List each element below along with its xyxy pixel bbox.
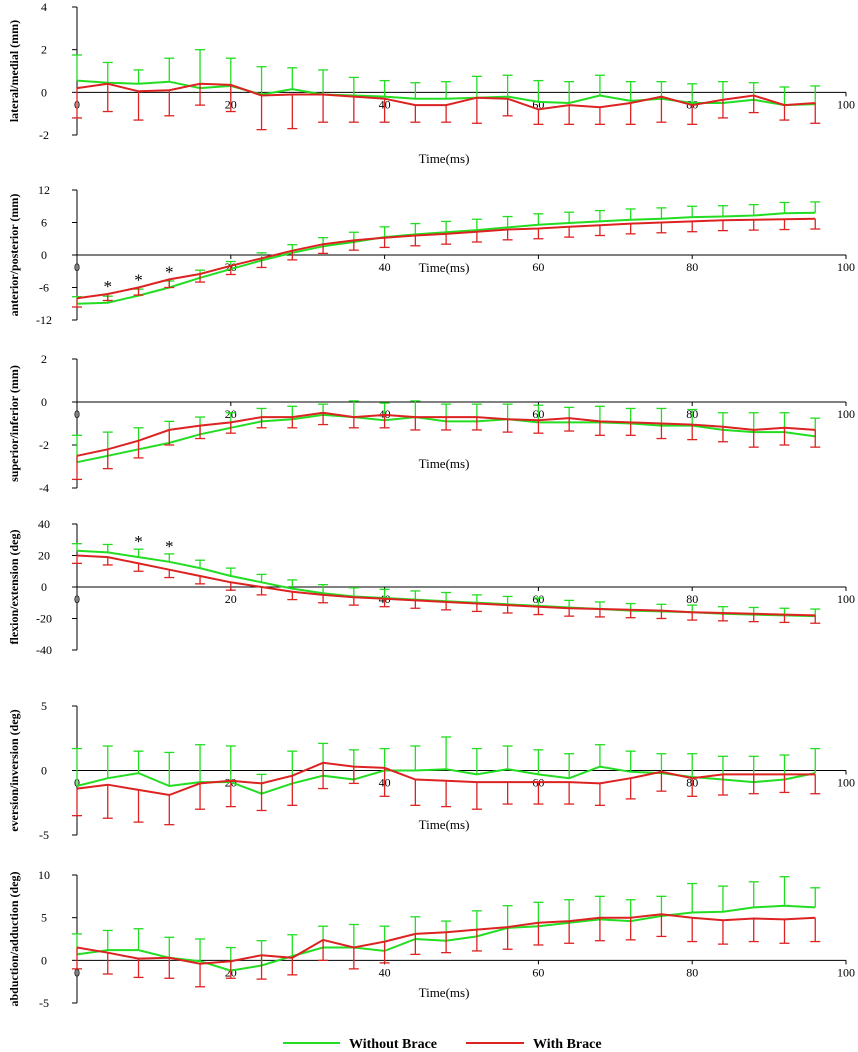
y-tick-label: -4 [39, 481, 49, 495]
significance-star: * [165, 262, 174, 281]
panels: 420-2020406080100Time(ms)lateral/medial … [7, 0, 855, 1010]
significance-star: * [104, 277, 113, 296]
y-tick-label: -5 [39, 996, 49, 1010]
x-tick-label: 0 [74, 592, 80, 606]
x-tick-label: 100 [837, 97, 855, 111]
legend-label-with-brace: With Brace [533, 1037, 602, 1052]
x-tick-label: 100 [837, 407, 855, 421]
y-tick-label: 5 [41, 699, 47, 713]
series-with-brace [72, 82, 821, 131]
x-axis-label: Time(ms) [419, 260, 470, 275]
significance-star: * [134, 532, 143, 551]
x-tick-label: 0 [74, 260, 80, 274]
x-tick-label: 60 [532, 965, 544, 979]
series-without-brace [72, 400, 821, 464]
panel-3: 20-2-40 20 40 60 80 100Time(ms)superior/infer… [7, 352, 855, 495]
y-tick-label: -6 [39, 281, 49, 295]
y-axis-label: lateral/medial (mm) [7, 20, 21, 122]
significance-star: * [165, 537, 174, 556]
x-tick-label: 0 [74, 965, 80, 979]
x-tick-label: 40 [379, 965, 391, 979]
series-with-brace [72, 411, 821, 481]
y-tick-label: 0 [41, 580, 47, 594]
y-tick-label: 6 [41, 216, 47, 230]
series-without-brace [72, 49, 821, 107]
x-tick-label: 100 [837, 592, 855, 606]
series-with-brace [72, 761, 821, 826]
x-tick-label: 80 [686, 965, 698, 979]
y-tick-label: -5 [39, 828, 49, 842]
x-tick-label: 0 [74, 407, 80, 421]
legend: Without Brace With Brace [283, 1037, 602, 1052]
panel-1: 420-2020406080100Time(ms)lateral/medial … [7, 0, 855, 166]
y-tick-label: 0 [41, 764, 47, 778]
y-tick-label: 5 [41, 911, 47, 925]
x-tick-label: 100 [837, 776, 855, 790]
y-axis-label: abduction/adduction (deg) [7, 871, 21, 1006]
x-tick-label: 60 [532, 260, 544, 274]
series-with-brace [72, 913, 821, 988]
y-axis-label: superior/inferior (mm) [7, 365, 21, 482]
y-tick-label: 2 [41, 43, 47, 57]
series-without-brace [72, 876, 821, 972]
series-line-with-brace [76, 217, 816, 300]
y-tick-label: 0 [41, 248, 47, 262]
y-tick-label: -2 [39, 438, 49, 452]
series-line-with-brace [76, 554, 816, 617]
y-tick-label: 0 [41, 395, 47, 409]
panel-5: 50-5020406080100Time(ms)eversion/inversi… [7, 699, 855, 842]
series-with-brace [72, 217, 821, 308]
series-line-with-brace [76, 82, 816, 111]
legend-label-without-brace: Without Brace [349, 1037, 437, 1052]
y-tick-label: 40 [38, 517, 50, 531]
series-line-with-brace [76, 411, 816, 457]
y-axis-label: eversion/inversion (deg) [7, 709, 21, 831]
series-line-with-brace [76, 913, 816, 965]
x-axis-label: Time(ms) [419, 817, 470, 832]
x-tick-label: 40 [379, 260, 391, 274]
series-line-without-brace [76, 765, 816, 795]
y-tick-label: 10 [38, 868, 50, 882]
y-tick-label: 12 [38, 183, 50, 197]
x-axis-label: Time(ms) [419, 456, 470, 471]
y-tick-label: 2 [41, 352, 47, 366]
y-tick-label: 0 [41, 85, 47, 99]
y-tick-label: -40 [36, 643, 52, 657]
y-tick-label: -12 [36, 313, 52, 327]
x-tick-label: 80 [686, 592, 698, 606]
x-tick-label: 80 [686, 260, 698, 274]
series-with-brace [72, 554, 821, 624]
series-line-with-brace [76, 761, 816, 797]
y-tick-label: 20 [38, 549, 50, 563]
y-axis-label: flexion/extension (deg) [7, 530, 21, 645]
x-tick-label: 100 [837, 260, 855, 274]
significance-star: * [134, 271, 143, 290]
y-tick-label: 0 [41, 953, 47, 967]
x-tick-label: 20 [225, 592, 237, 606]
y-tick-label: -20 [36, 612, 52, 626]
y-axis-label: anterior/posterior (mm) [7, 194, 21, 317]
y-tick-label: -2 [39, 128, 49, 142]
x-tick-label: 100 [837, 965, 855, 979]
x-axis-label: Time(ms) [419, 151, 470, 166]
y-tick-label: 4 [41, 0, 47, 14]
x-axis-label: Time(ms) [419, 985, 470, 1000]
series-without-brace [72, 201, 821, 305]
